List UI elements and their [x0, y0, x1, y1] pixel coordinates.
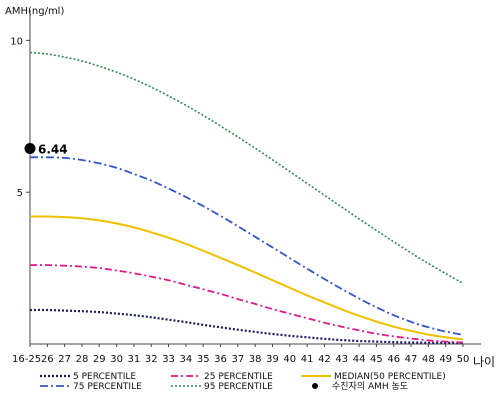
y-tick-label: 5: [17, 188, 23, 199]
x-tick-label: 32: [145, 354, 158, 365]
x-tick-label: 39: [266, 354, 279, 365]
series-layer: [29, 51, 464, 345]
x-tick-label: 29: [93, 354, 106, 365]
legend-label: 수진자의 AMH 농도: [332, 381, 408, 392]
patient-amh-marker: [24, 142, 36, 154]
x-tick-label: 50: [457, 354, 470, 365]
x-tick-label: 45: [370, 354, 383, 365]
legend-label: 95 PERCENTILE: [204, 382, 273, 392]
x-tick-label: 36: [214, 354, 227, 365]
series-line-median-50-percentile: [29, 215, 464, 341]
marker-layer: 6.44: [24, 142, 68, 156]
axes: AMH(ng/ml) 나이 10 5 16-25 26 27 28 29 30 31 32 33 34 35…: [5, 6, 495, 369]
x-tick-label: 28: [76, 354, 89, 365]
x-tick-label: 34: [180, 354, 193, 365]
x-tick-label: 16-25: [12, 354, 41, 365]
x-tick-label: 30: [110, 354, 123, 365]
legend-label: 5 PERCENTILE: [73, 372, 136, 382]
series-line-75-percentile: [29, 156, 464, 336]
x-tick-label: 42: [318, 354, 331, 365]
x-tick-label: 48: [422, 354, 435, 365]
x-tick-label: 40: [283, 354, 296, 365]
series-line-5-percentile: [29, 308, 464, 345]
y-axis-title: AMH(ng/ml): [5, 6, 64, 17]
patient-amh-value-label: 6.44: [38, 142, 68, 156]
x-tick-label: 49: [439, 354, 452, 365]
series-line-25-percentile: [29, 264, 464, 344]
legend-label: 75 PERCENTILE: [73, 382, 142, 392]
legend-label: 25 PERCENTILE: [204, 372, 273, 382]
x-tick-label: 46: [387, 354, 400, 365]
x-tick-label: 35: [197, 354, 210, 365]
x-tick-label: 27: [58, 354, 71, 365]
x-tick-label: 33: [162, 354, 175, 365]
legend-label: MEDIAN(50 PERCENTILE): [334, 372, 446, 382]
x-tick-label: 38: [249, 354, 262, 365]
series-line-95-percentile: [29, 51, 464, 285]
x-tick-label: 44: [353, 354, 366, 365]
legend-marker-swatch: [312, 383, 318, 389]
x-tick-label: 26: [41, 354, 54, 365]
x-tick-label: 43: [335, 354, 348, 365]
x-tick-label: 37: [231, 354, 244, 365]
x-tick-label: 47: [405, 354, 418, 365]
x-axis-unit: 나이: [473, 355, 495, 369]
x-tick-label: 41: [301, 354, 314, 365]
legend: 5 PERCENTILE 25 PERCENTILE MEDIAN(50 PERCE…: [40, 372, 446, 392]
x-tick-label: 31: [128, 354, 141, 365]
y-tick-label: 10: [10, 36, 23, 47]
